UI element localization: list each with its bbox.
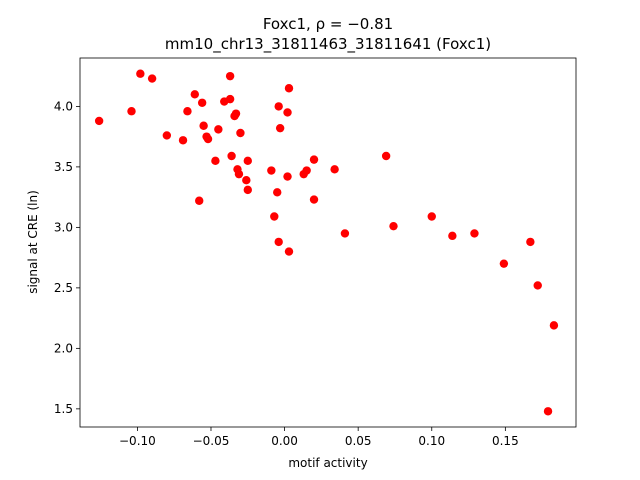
x-axis-ticks: −0.10 −0.05 0.00 0.05 0.10 0.15: [119, 427, 519, 448]
scatter-point: [162, 131, 172, 140]
y-axis-ticks: 1.5 2.0 2.5 3.0 3.5 4.0: [54, 99, 80, 416]
scatter-point: [340, 229, 350, 238]
scatter-point: [197, 98, 207, 107]
chart-title-line2: mm10_chr13_31811463_31811641 (Foxc1): [165, 35, 491, 54]
scatter-point: [273, 188, 282, 197]
x-tick-label: 0.00: [271, 434, 298, 448]
y-tick-label: 2.0: [54, 341, 73, 355]
scatter-point: [178, 136, 188, 145]
scatter-point: [195, 196, 204, 205]
scatter-point: [183, 107, 192, 116]
scatter-point: [199, 121, 208, 130]
y-tick-label: 3.5: [54, 160, 73, 174]
scatter-point: [283, 172, 292, 181]
scatter-point: [236, 128, 245, 138]
scatter-point: [243, 156, 252, 166]
scatter-point: [211, 156, 220, 166]
points-layer: [94, 69, 559, 416]
y-tick-label: 4.0: [54, 99, 73, 113]
scatter-point: [389, 221, 398, 231]
x-axis-label: motif activity: [288, 456, 367, 470]
scatter-point: [214, 125, 223, 134]
scatter-point: [284, 247, 294, 256]
y-tick-label: 2.5: [54, 281, 73, 295]
scatter-point: [284, 84, 294, 93]
scatter-point: [225, 71, 235, 81]
scatter-point: [234, 169, 244, 179]
x-tick-label: −0.10: [119, 434, 156, 448]
scatter-point: [267, 166, 276, 175]
scatter-point: [190, 90, 200, 99]
scatter-point: [381, 151, 391, 161]
scatter-point: [543, 407, 553, 416]
scatter-point: [270, 212, 279, 221]
scatter-point: [274, 102, 283, 111]
scatter-point: [283, 108, 292, 117]
scatter-point: [94, 116, 104, 126]
scatter-point: [127, 107, 136, 116]
y-axis-label: signal at CRE (ln): [26, 190, 40, 294]
scatter-point: [309, 195, 319, 204]
plot-area: [80, 58, 576, 427]
scatter-point: [309, 155, 319, 164]
plot-frame: [79, 57, 577, 428]
scatter-point: [231, 109, 241, 118]
scatter-point: [136, 69, 145, 78]
scatter-point: [302, 166, 311, 175]
scatter-point: [526, 237, 535, 247]
scatter-point: [330, 165, 339, 174]
scatter-point: [242, 175, 251, 185]
scatter-point: [427, 212, 436, 221]
scatter-point: [243, 185, 252, 195]
scatter-point: [225, 94, 235, 104]
x-tick-label: 0.05: [345, 434, 372, 448]
scatter-point: [499, 259, 509, 268]
x-tick-label: −0.05: [193, 434, 230, 448]
chart-title-line1: Foxc1, ρ = −0.81: [263, 15, 393, 33]
scatter-point: [470, 229, 479, 238]
x-tick-label: 0.15: [492, 434, 519, 448]
scatter-point: [549, 321, 559, 330]
scatter-point: [275, 123, 285, 133]
x-tick-label: 0.10: [418, 434, 445, 448]
y-tick-label: 3.0: [54, 220, 73, 234]
y-tick-label: 1.5: [54, 402, 73, 416]
scatter-point: [274, 237, 283, 247]
scatter-point: [533, 281, 542, 290]
scatter-point: [227, 151, 236, 161]
scatter-point: [448, 231, 457, 241]
scatter-point: [203, 134, 213, 144]
scatter-point: [147, 74, 157, 83]
